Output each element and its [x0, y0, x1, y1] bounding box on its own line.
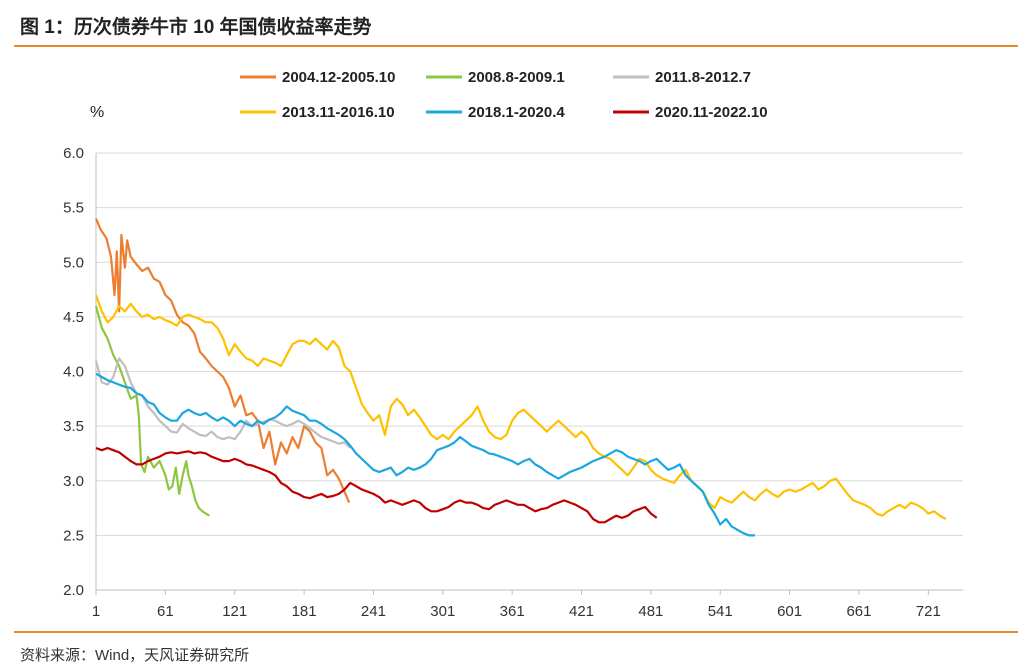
- series-line-1: [94, 218, 351, 504]
- title-divider: [14, 45, 1018, 47]
- x-tick-label: 541: [708, 603, 733, 620]
- y-tick-label: 3.5: [63, 418, 84, 435]
- y-tick-label: 2.5: [63, 527, 84, 544]
- legend-label: 2020.11-2022.10: [655, 104, 768, 121]
- legend-label: 2018.1-2020.4: [468, 104, 565, 121]
- axes: 2.0 2.5 3.0 3.5 4.0 4.5 5.0 5.5 6.0 1 61 121 181 241 3…: [63, 104, 963, 620]
- x-tick-label: 421: [569, 603, 594, 620]
- x-tick-label: 241: [361, 603, 386, 620]
- legend-label: 2011.8-2012.7: [655, 69, 751, 86]
- x-tick-label: 481: [638, 603, 663, 620]
- x-tick-label: 181: [292, 603, 317, 620]
- y-tick-label: 4.5: [63, 309, 84, 326]
- gridlines: [96, 152, 963, 536]
- series-line-5: [95, 372, 755, 537]
- legend-label: 2013.11-2016.10: [282, 104, 395, 121]
- x-tick-label: 601: [777, 603, 802, 620]
- y-tick-label: 4.0: [63, 364, 84, 381]
- y-tick-label: 6.0: [63, 145, 84, 162]
- x-tick-label: 361: [500, 603, 525, 620]
- y-tick-label: 5.0: [63, 254, 84, 271]
- y-tick-label: 3.0: [63, 473, 84, 490]
- y-axis-unit: %: [90, 104, 104, 121]
- footer-divider: [14, 631, 1018, 633]
- y-tick-label: 2.0: [63, 582, 84, 599]
- series-line-4: [94, 294, 947, 520]
- x-tick-label: 61: [157, 603, 174, 620]
- x-tick-label: 721: [916, 603, 941, 620]
- line-chart: 2.0 2.5 3.0 3.5 4.0 4.5 5.0 5.5 6.0 1 61 121 181 241 3…: [63, 69, 963, 620]
- chart-title: 图 1：历次债券牛市 10 年国债收益率走势: [20, 17, 372, 38]
- series-lines: [94, 218, 947, 537]
- x-tick-label: 1: [92, 603, 100, 620]
- y-tick-label: 5.5: [63, 200, 84, 217]
- series-line-6: [95, 446, 658, 524]
- x-tick-label: 301: [430, 603, 455, 620]
- legend-label: 2004.12-2005.10: [282, 69, 395, 86]
- x-tick-label: 661: [846, 603, 871, 620]
- legend: 2004.12-2005.10 2008.8-2009.1 2011.8-2012.…: [240, 69, 768, 121]
- legend-label: 2008.8-2009.1: [468, 69, 565, 86]
- x-tick-label: 121: [222, 603, 247, 620]
- source-note: 资料来源：Wind，天风证券研究所: [20, 647, 250, 664]
- series-line-2: [94, 305, 210, 517]
